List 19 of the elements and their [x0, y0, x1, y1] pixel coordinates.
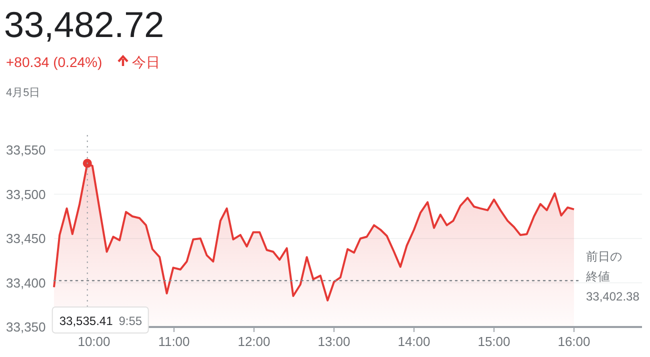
y-tick-label: 33,500	[6, 186, 46, 202]
annotation: 33,535.41 9:55	[59, 314, 142, 328]
chart-subtitle: +80.34 (0.24%)	[6, 54, 102, 70]
y-tick-label: 33,350	[6, 320, 46, 335]
x-tick-label: 10:00	[78, 334, 110, 349]
annotation: 33,402.38	[586, 290, 640, 304]
y-tick-label: 33,450	[6, 231, 46, 246]
text: 4月5日	[6, 87, 40, 99]
ref-line-label: 前日の終値	[585, 250, 622, 284]
y-tick-label: 33,550	[6, 142, 46, 158]
x-tick-label: 16:00	[558, 334, 590, 349]
x-tick-label: 13:00	[318, 334, 350, 349]
x-tick-label: 15:00	[478, 334, 510, 349]
x-tick-label: 14:00	[398, 334, 430, 349]
text: 今日	[132, 54, 160, 70]
y-tick-label: 33,400	[6, 275, 46, 290]
x-tick-label: 11:00	[158, 334, 190, 349]
chart-title: 33,482.72	[4, 4, 164, 45]
x-tick-label: 12:00	[238, 334, 270, 349]
